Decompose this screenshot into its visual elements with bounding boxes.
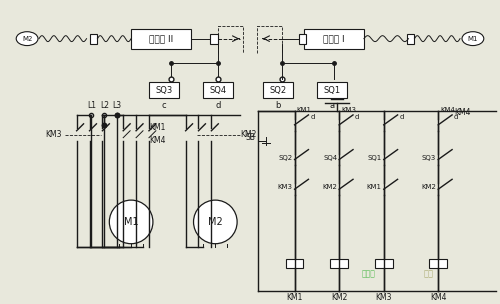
Text: d: d — [400, 114, 404, 120]
Text: SQ4: SQ4 — [323, 154, 337, 161]
Text: KM3: KM3 — [341, 107, 356, 113]
Bar — [210, 34, 218, 43]
Text: L2: L2 — [100, 101, 109, 110]
Text: SQ1: SQ1 — [368, 154, 382, 161]
Bar — [149, 82, 178, 98]
Circle shape — [110, 200, 153, 244]
Text: b: b — [275, 101, 280, 110]
Circle shape — [194, 200, 237, 244]
Text: 动力头 II: 动力头 II — [148, 34, 173, 43]
Text: KM1: KM1 — [296, 107, 312, 113]
Text: SQ3: SQ3 — [155, 86, 172, 95]
Text: d: d — [454, 114, 458, 120]
Text: SQ4: SQ4 — [210, 86, 227, 95]
Text: d: d — [216, 101, 221, 110]
Text: d: d — [355, 114, 360, 120]
Text: M2: M2 — [208, 217, 222, 227]
Text: a: a — [330, 101, 335, 110]
Text: KM4: KM4 — [454, 109, 470, 117]
Text: KM1: KM1 — [286, 293, 303, 302]
Text: SQ1: SQ1 — [324, 86, 341, 95]
Text: KM2: KM2 — [422, 184, 436, 190]
Text: d: d — [310, 114, 315, 120]
Bar — [90, 34, 98, 43]
Text: M1: M1 — [468, 36, 478, 42]
Text: KM3: KM3 — [278, 184, 292, 190]
Text: SQ2: SQ2 — [278, 154, 292, 161]
Text: KM4: KM4 — [430, 293, 446, 302]
Text: KM1: KM1 — [149, 123, 166, 132]
Ellipse shape — [462, 32, 484, 46]
Bar — [304, 29, 364, 49]
Text: M2: M2 — [22, 36, 32, 42]
Text: KM1: KM1 — [367, 184, 382, 190]
Text: 图图: 图图 — [424, 269, 434, 278]
Bar — [204, 82, 233, 98]
Text: KM2: KM2 — [331, 293, 347, 302]
Bar — [430, 259, 447, 268]
Text: KM4: KM4 — [440, 107, 455, 113]
Text: L1: L1 — [87, 101, 96, 110]
Text: SB: SB — [245, 133, 255, 142]
Text: c: c — [162, 101, 166, 110]
Bar — [406, 34, 414, 43]
Bar — [375, 259, 392, 268]
Text: SQ3: SQ3 — [422, 154, 436, 161]
Text: 接接图: 接接图 — [362, 269, 376, 278]
Bar — [131, 29, 190, 49]
Bar — [286, 259, 304, 268]
Text: KM3: KM3 — [46, 130, 62, 139]
Text: L3: L3 — [112, 101, 122, 110]
Bar — [263, 82, 292, 98]
Bar — [318, 82, 347, 98]
Bar — [330, 259, 348, 268]
Text: KM2: KM2 — [240, 130, 256, 139]
Bar — [298, 34, 306, 43]
Text: KM3: KM3 — [376, 293, 392, 302]
Ellipse shape — [16, 32, 38, 46]
Text: SQ2: SQ2 — [269, 86, 286, 95]
Text: M1: M1 — [124, 217, 138, 227]
Text: KM2: KM2 — [322, 184, 337, 190]
Text: KM4: KM4 — [149, 136, 166, 145]
Text: 动力头 I: 动力头 I — [324, 34, 345, 43]
